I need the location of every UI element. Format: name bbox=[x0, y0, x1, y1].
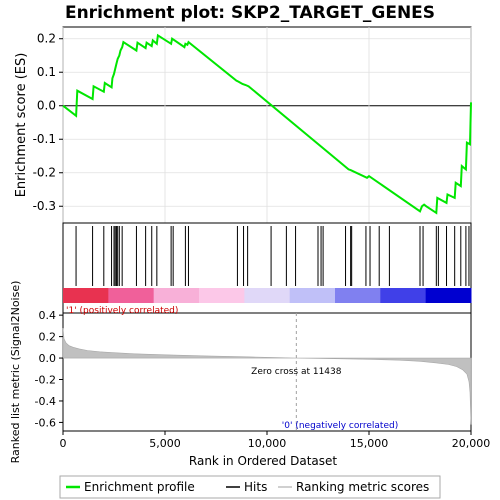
legend-label-enrichment-profile: Enrichment profile bbox=[84, 480, 195, 494]
es-panel: -0.3 -0.2 -0.1 0.0 0.1 0.2 Enrichment score (… bbox=[14, 26, 472, 224]
es-y-tick-label: 0.2 bbox=[37, 32, 56, 46]
metric-y-tick-label: 0.0 bbox=[39, 352, 57, 365]
metric-y-tick-label: -0.2 bbox=[35, 374, 56, 387]
color-band-segment bbox=[335, 288, 381, 303]
color-band-segment bbox=[289, 288, 336, 303]
negative-correlation-label: '0' (negatively correlated) bbox=[282, 421, 398, 431]
x-tick-label: 15,000 bbox=[350, 437, 389, 450]
legend-label-ranking-metric: Ranking metric scores bbox=[296, 480, 429, 494]
color-band-segment bbox=[244, 288, 291, 303]
positive-correlation-label: '1' (positively correlated) bbox=[66, 306, 178, 316]
x-axis-label: Rank in Ordered Dataset bbox=[189, 454, 337, 468]
color-band-segment bbox=[153, 288, 200, 303]
color-band-segment bbox=[425, 288, 472, 303]
hit-marks bbox=[75, 226, 470, 286]
legend-label-hits: Hits bbox=[244, 480, 267, 494]
es-y-axis-label: Enrichment score (ES) bbox=[14, 53, 29, 198]
x-axis: 0 5,000 10,000 15,000 20,000 Rank in Ordered… bbox=[60, 431, 491, 468]
zero-cross-label: Zero cross at 11438 bbox=[251, 367, 342, 377]
metric-panel: Zero cross at 11438 '1' (positively corr… bbox=[9, 281, 472, 464]
x-tick-label: 20,000 bbox=[452, 437, 491, 450]
hits-panel bbox=[62, 222, 472, 314]
color-band bbox=[63, 288, 472, 303]
metric-y-axis-label: Ranked list metric (Signal2Noise) bbox=[9, 281, 22, 464]
es-y-ticks: -0.3 -0.2 -0.1 0.0 0.1 0.2 bbox=[33, 32, 63, 213]
color-band-segment bbox=[108, 288, 155, 303]
chart-title: Enrichment plot: SKP2_TARGET_GENES bbox=[65, 3, 435, 23]
es-y-tick-label: -0.1 bbox=[33, 132, 56, 146]
metric-y-tick-label: -0.6 bbox=[35, 416, 56, 429]
es-grid bbox=[62, 27, 472, 223]
color-band-segment bbox=[380, 288, 427, 303]
x-tick-label: 10,000 bbox=[248, 437, 287, 450]
es-y-tick-label: -0.3 bbox=[33, 199, 56, 213]
es-profile-line bbox=[62, 33, 472, 215]
metric-y-tick-label: -0.4 bbox=[35, 395, 56, 408]
es-y-tick-label: 0.1 bbox=[37, 65, 56, 79]
metric-area bbox=[62, 327, 472, 425]
es-y-tick-label: -0.2 bbox=[33, 166, 56, 180]
color-band-segment bbox=[63, 288, 109, 303]
es-y-tick-label: 0.0 bbox=[37, 99, 56, 113]
metric-y-ticks: -0.6 -0.4 -0.2 0.0 0.2 0.4 bbox=[35, 309, 63, 429]
legend: Enrichment profile Hits Ranking metric s… bbox=[59, 475, 441, 499]
metric-y-tick-label: 0.4 bbox=[39, 309, 57, 322]
x-tick-label: 0 bbox=[60, 437, 67, 450]
metric-y-tick-label: 0.2 bbox=[39, 331, 57, 344]
x-tick-label: 5,000 bbox=[149, 437, 181, 450]
x-ticks: 0 5,000 10,000 15,000 20,000 bbox=[60, 431, 491, 450]
color-band-segment bbox=[199, 288, 245, 303]
metric-panel-frame bbox=[62, 312, 472, 432]
legend-frame bbox=[59, 475, 441, 499]
